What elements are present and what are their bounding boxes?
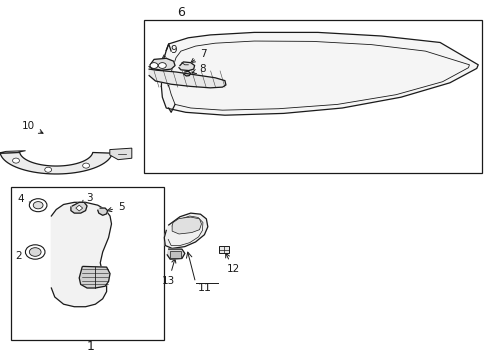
Polygon shape	[179, 62, 194, 71]
Circle shape	[29, 199, 47, 212]
Text: 5: 5	[107, 202, 124, 212]
Polygon shape	[110, 148, 132, 160]
Bar	[11, 187, 163, 340]
Polygon shape	[172, 217, 201, 234]
Polygon shape	[164, 213, 207, 248]
Circle shape	[45, 167, 52, 172]
Polygon shape	[0, 151, 25, 153]
Circle shape	[158, 63, 166, 68]
Polygon shape	[98, 208, 107, 215]
Text: 13: 13	[162, 258, 176, 286]
Polygon shape	[79, 266, 110, 288]
Text: 4: 4	[17, 194, 35, 204]
Circle shape	[29, 248, 41, 256]
Text: 1: 1	[86, 340, 94, 353]
Text: 11: 11	[197, 283, 211, 293]
Bar	[170, 251, 181, 258]
Polygon shape	[76, 205, 82, 211]
Circle shape	[150, 63, 158, 68]
Text: 8: 8	[191, 64, 206, 74]
Text: 7: 7	[190, 49, 206, 63]
Circle shape	[25, 245, 45, 259]
Bar	[219, 246, 228, 253]
Bar	[144, 20, 481, 173]
Polygon shape	[167, 249, 184, 259]
Circle shape	[33, 202, 43, 209]
Circle shape	[82, 163, 89, 168]
Polygon shape	[71, 202, 87, 213]
Polygon shape	[161, 32, 477, 115]
Text: 2: 2	[15, 251, 31, 261]
Text: 10: 10	[22, 121, 43, 133]
Polygon shape	[51, 202, 111, 307]
Polygon shape	[0, 153, 112, 174]
Circle shape	[13, 158, 20, 163]
Text: 12: 12	[225, 253, 240, 274]
Text: 3: 3	[81, 193, 92, 205]
Polygon shape	[183, 71, 190, 76]
Polygon shape	[149, 58, 175, 70]
Text: 6: 6	[177, 6, 184, 19]
Text: 9: 9	[162, 45, 177, 59]
Polygon shape	[149, 69, 225, 88]
